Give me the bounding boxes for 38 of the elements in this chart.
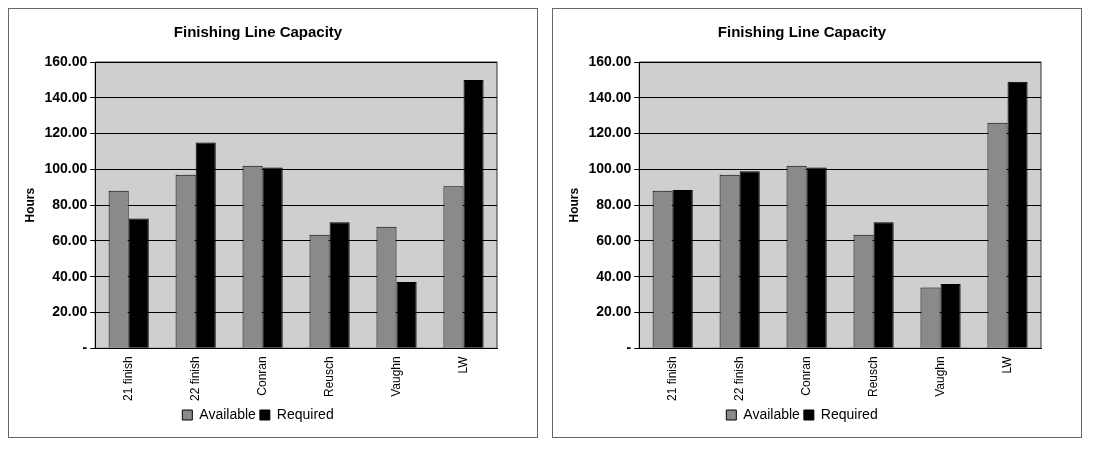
x-tick-label: 22 finish (187, 356, 202, 402)
y-axis-title: Hours (566, 187, 581, 223)
x-tick-label: LW (455, 355, 470, 374)
x-tick-label: Reusch (321, 356, 336, 397)
y-tick-label: 80.00 (52, 196, 88, 213)
legend-label: Required (820, 405, 878, 422)
y-tick-label: 160.00 (588, 52, 632, 69)
chart-title: Finishing Line Capacity (717, 23, 887, 41)
y-tick-label: 40.00 (596, 267, 632, 284)
y-tick-label: 60.00 (596, 231, 632, 248)
legend-label: Available (743, 405, 801, 422)
y-tick-label: 100.00 (44, 160, 88, 177)
y-tick-label: - (82, 339, 88, 356)
x-tick-label: Conran (798, 356, 813, 396)
y-axis-title: Hours (22, 187, 37, 223)
x-tick-label: Reusch (865, 356, 880, 397)
y-tick-label: 80.00 (596, 196, 632, 213)
x-tick-label: Vaughn (932, 356, 947, 397)
legend-label: Required (276, 405, 334, 422)
y-tick-label: 20.00 (596, 303, 632, 320)
y-tick-label: - (626, 339, 632, 356)
x-tick-label: Vaughn (388, 356, 403, 397)
y-tick-label: 120.00 (588, 124, 632, 141)
x-tick-label: 21 finish (665, 356, 680, 402)
y-tick-label: 40.00 (52, 267, 88, 284)
x-tick-label: 21 finish (121, 356, 136, 402)
y-tick-label: 20.00 (52, 303, 88, 320)
y-tick-label: 60.00 (52, 231, 88, 248)
y-tick-label: 120.00 (44, 124, 88, 141)
y-tick-label: 140.00 (588, 88, 632, 105)
x-tick-label: 22 finish (731, 356, 746, 402)
chart-title: Finishing Line Capacity (173, 23, 343, 41)
y-tick-label: 140.00 (44, 88, 88, 105)
x-tick-label: Conran (254, 356, 269, 396)
y-tick-label: 160.00 (44, 52, 88, 69)
x-tick-label: LW (999, 355, 1014, 374)
y-tick-label: 100.00 (588, 160, 632, 177)
legend-label: Available (199, 405, 257, 422)
